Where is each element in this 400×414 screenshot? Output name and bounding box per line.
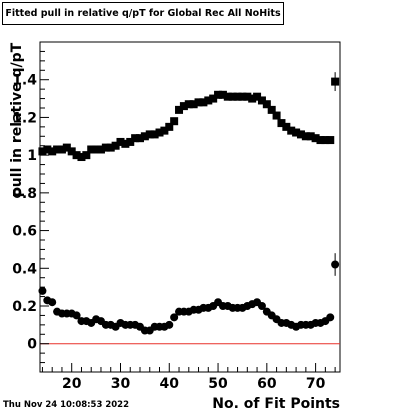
data-point-square	[214, 90, 223, 99]
x-tick-label: 60	[257, 376, 277, 392]
data-point-square	[126, 137, 135, 146]
data-point-square	[253, 92, 262, 101]
data-point-square	[331, 77, 340, 86]
data-point-square	[111, 141, 120, 150]
y-tick-label: 1	[27, 148, 37, 164]
square-marker-series	[38, 72, 340, 162]
y-tick-label: 0.2	[12, 299, 37, 315]
data-point-square	[233, 92, 242, 101]
x-tick-label: 30	[111, 376, 131, 392]
data-point-square	[223, 92, 232, 101]
x-tick-label: 70	[306, 376, 326, 392]
data-point-square	[243, 92, 252, 101]
circle-marker-series	[38, 253, 340, 335]
data-point-square	[82, 151, 91, 160]
data-point-square	[87, 145, 96, 154]
timestamp: Thu Nov 24 10:08:53 2022	[3, 400, 130, 410]
data-point-square	[43, 145, 52, 154]
data-point-square	[53, 145, 62, 154]
data-point-square	[326, 136, 335, 145]
data-point-circle	[331, 260, 340, 269]
data-point-square	[155, 128, 164, 137]
data-point-square	[48, 147, 57, 156]
data-point-square	[67, 147, 76, 156]
data-point-circle	[257, 302, 266, 310]
data-point-square	[165, 122, 174, 131]
data-point-square	[238, 92, 247, 101]
x-tick-label: 50	[208, 376, 228, 392]
data-point-square	[189, 100, 198, 109]
data-point-square	[160, 126, 169, 135]
data-point-square	[228, 92, 237, 101]
data-point-square	[121, 139, 130, 148]
x-axis-label: No. of Fit Points	[212, 396, 340, 412]
data-point-square	[296, 130, 305, 139]
data-point-square	[267, 105, 276, 114]
data-point-square	[145, 130, 154, 139]
plot-frame	[39, 41, 341, 373]
data-point-square	[218, 90, 227, 99]
data-point-square	[101, 143, 110, 152]
data-point-square	[316, 136, 325, 145]
data-point-square	[257, 96, 266, 105]
y-tick-label: 1.4	[12, 73, 37, 89]
data-point-square	[199, 98, 208, 107]
data-point-square	[57, 145, 66, 154]
data-point-square	[77, 153, 86, 162]
data-point-square	[72, 151, 81, 160]
data-point-square	[140, 132, 149, 141]
data-point-square	[131, 134, 140, 143]
data-point-square	[287, 126, 296, 135]
data-point-square	[292, 128, 301, 137]
data-point-circle	[165, 320, 174, 329]
data-point-square	[321, 136, 330, 145]
data-point-square	[301, 132, 310, 141]
y-tick-label: 0.8	[12, 186, 37, 202]
data-point-circle	[48, 298, 57, 307]
data-point-circle	[38, 286, 47, 295]
data-point-square	[262, 100, 271, 109]
data-point-square	[272, 111, 281, 120]
data-point-square	[170, 117, 179, 126]
data-point-square	[116, 137, 125, 146]
y-tick-label: 1.2	[12, 110, 37, 126]
x-tick-label: 40	[160, 376, 180, 392]
data-point-circle	[326, 313, 335, 322]
data-point-square	[311, 134, 320, 143]
data-point-square	[277, 119, 286, 128]
axis-ticks: 20 30 40 50 60 70 0 0.2 0.4 0.6 0.8 1 1.2 1.4	[12, 50, 336, 392]
y-tick-label: 0.4	[12, 261, 37, 277]
data-point-square	[248, 94, 257, 103]
data-point-square	[38, 147, 47, 156]
chart-title: Fitted pull in relative q/pT for Global …	[2, 2, 284, 25]
data-point-square	[150, 130, 159, 139]
data-point-square	[92, 145, 101, 154]
data-point-square	[96, 145, 105, 154]
y-tick-label: 0	[27, 337, 37, 353]
data-point-square	[306, 132, 315, 141]
data-point-circle	[170, 313, 179, 322]
data-point-square	[62, 143, 71, 152]
data-point-square	[184, 100, 193, 109]
data-series	[38, 72, 340, 335]
data-point-square	[209, 94, 218, 103]
data-point-square	[204, 96, 213, 105]
data-point-square	[179, 102, 188, 111]
data-point-square	[106, 143, 115, 152]
data-point-square	[175, 105, 184, 114]
data-point-square	[194, 98, 203, 107]
y-tick-label: 0.6	[12, 224, 37, 240]
data-point-circle	[72, 311, 81, 320]
x-tick-label: 20	[62, 376, 82, 392]
data-point-square	[282, 122, 291, 131]
y-axis-label: pull in relative q/pT	[9, 42, 25, 198]
data-point-square	[136, 134, 144, 143]
